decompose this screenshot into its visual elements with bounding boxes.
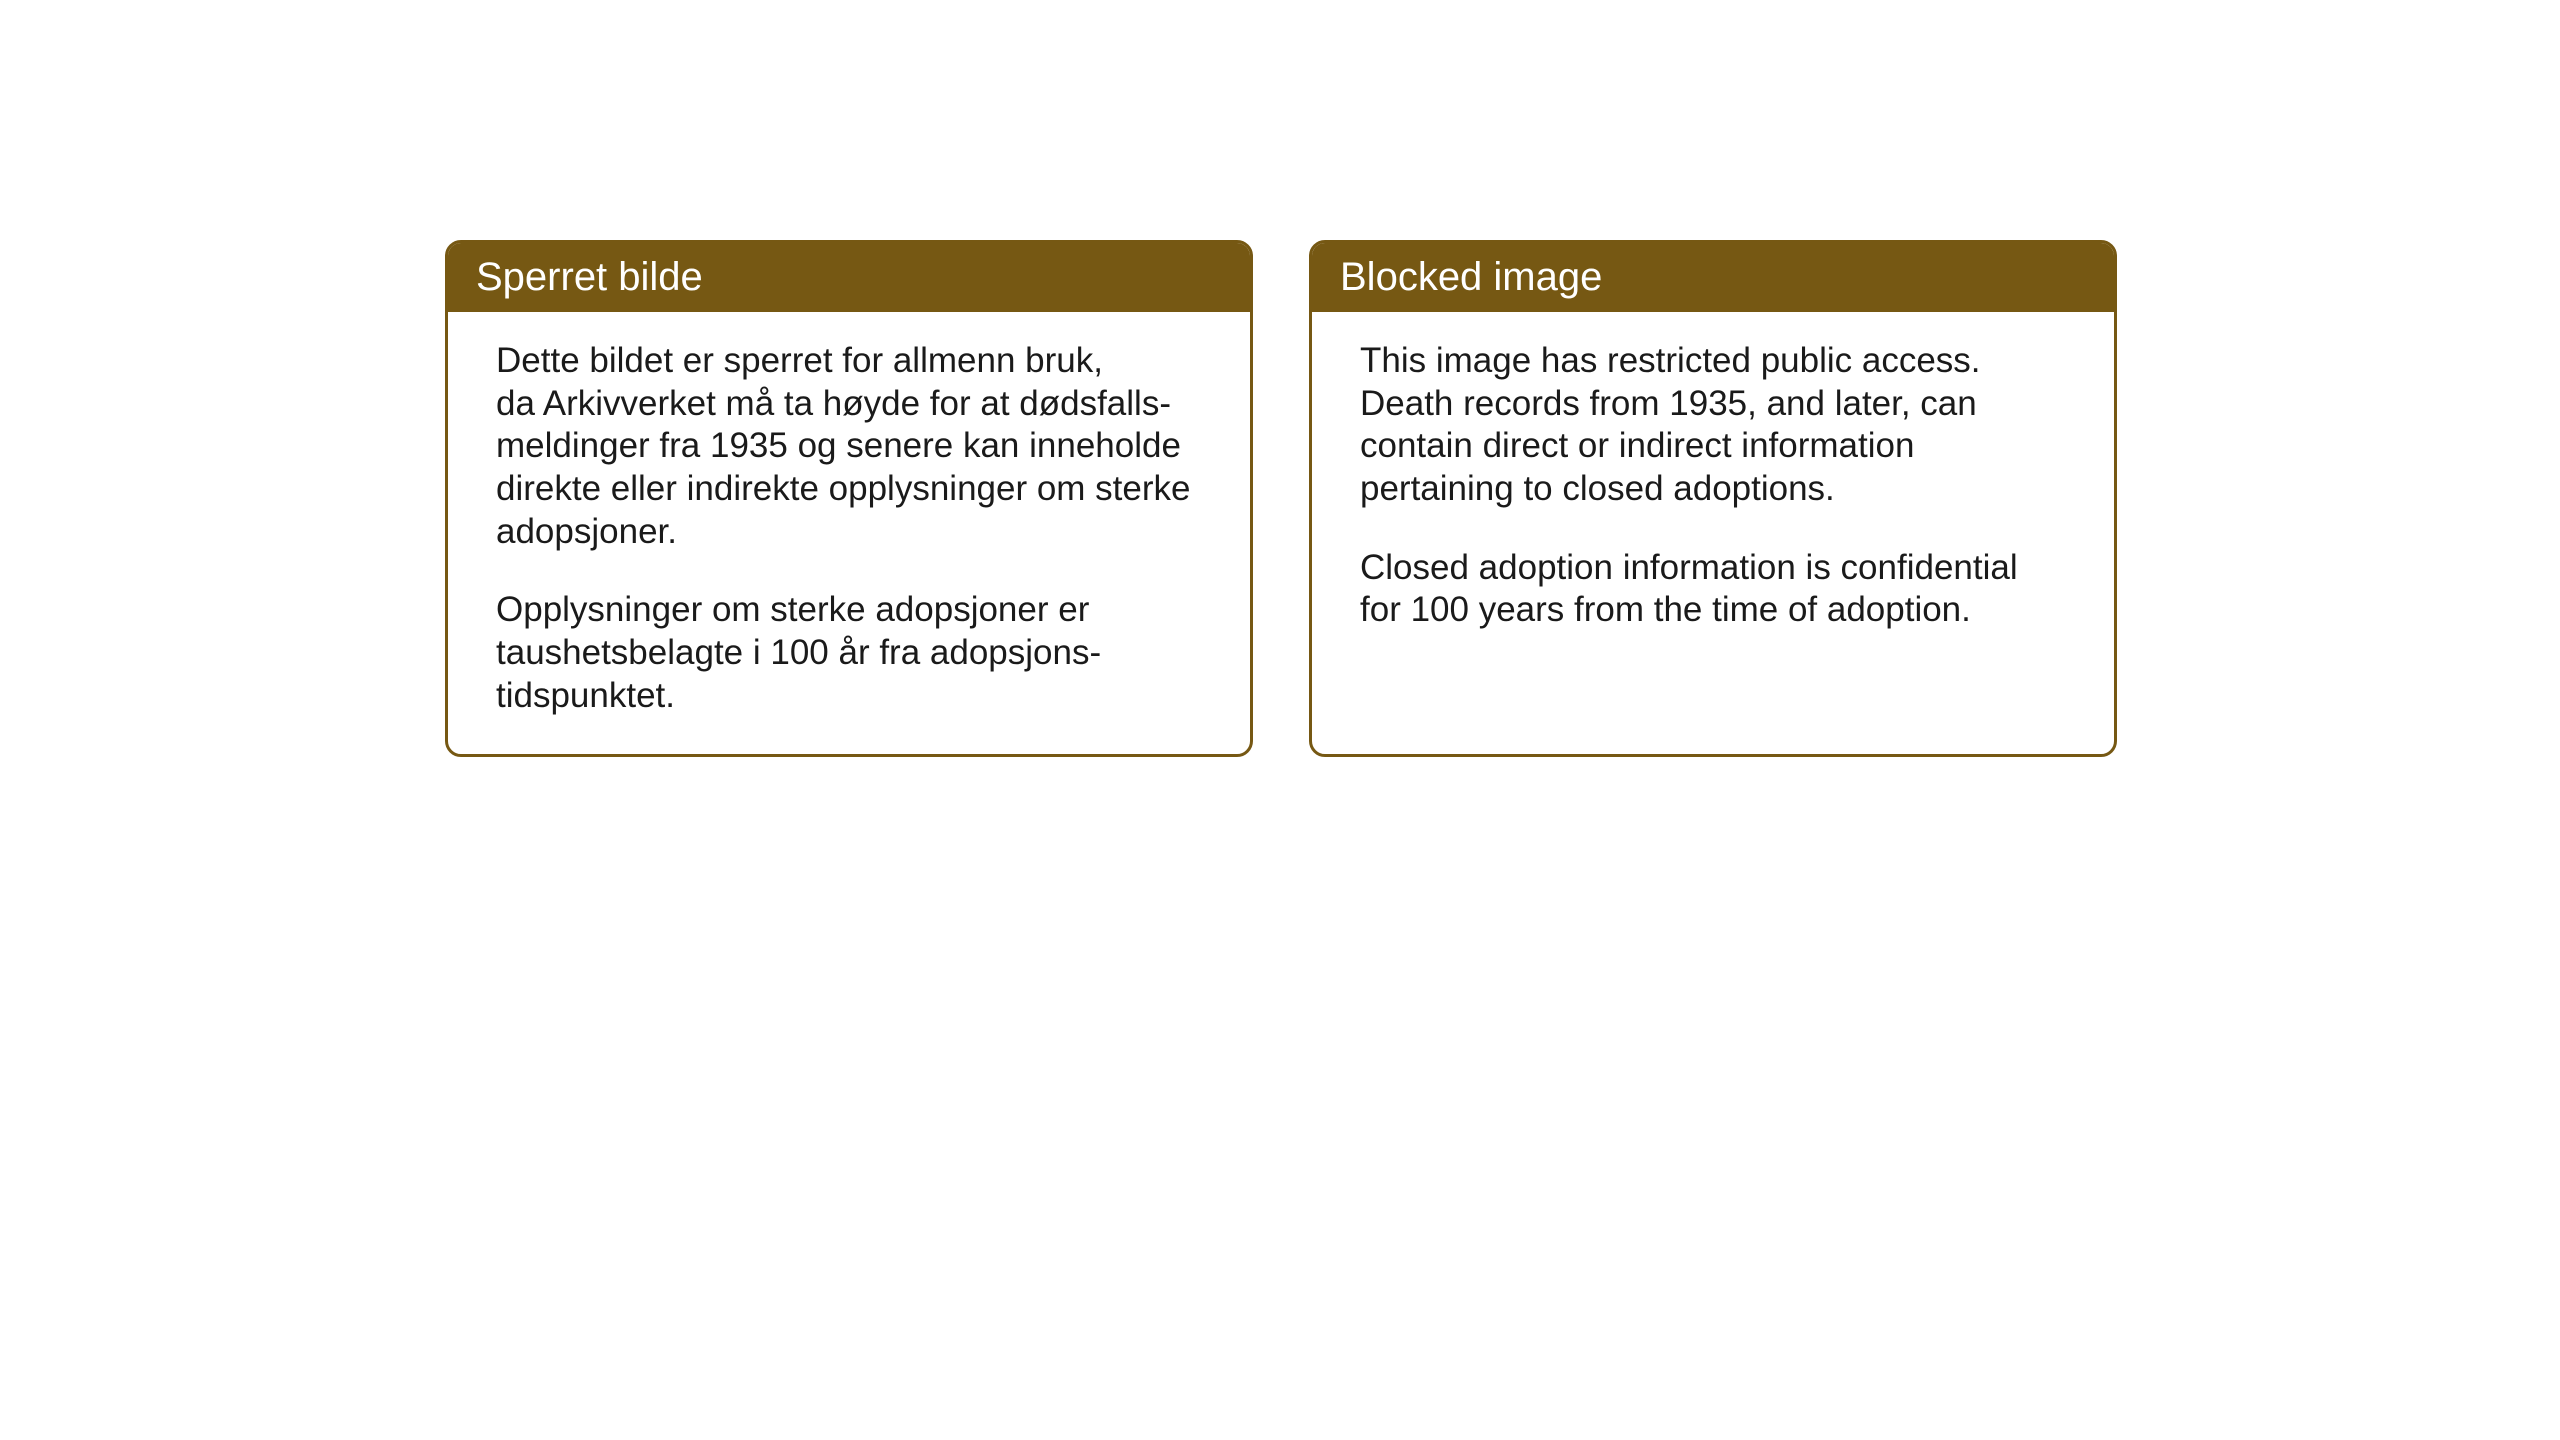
card-english: Blocked image This image has restricted … — [1309, 240, 2117, 757]
card-header-english: Blocked image — [1312, 243, 2114, 312]
card-title: Blocked image — [1340, 255, 1602, 299]
card-body-english: This image has restricted public access.… — [1312, 312, 2114, 668]
card-paragraph-1: This image has restricted public access.… — [1360, 340, 2066, 511]
card-body-norwegian: Dette bildet er sperret for allmenn bruk… — [448, 312, 1250, 754]
cards-container: Sperret bilde Dette bildet er sperret fo… — [0, 240, 2560, 757]
card-norwegian: Sperret bilde Dette bildet er sperret fo… — [445, 240, 1253, 757]
card-paragraph-1: Dette bildet er sperret for allmenn bruk… — [496, 340, 1202, 553]
card-header-norwegian: Sperret bilde — [448, 243, 1250, 312]
card-title: Sperret bilde — [476, 255, 703, 299]
card-paragraph-2: Opplysninger om sterke adopsjoner er tau… — [496, 589, 1202, 717]
card-paragraph-2: Closed adoption information is confident… — [1360, 547, 2066, 632]
